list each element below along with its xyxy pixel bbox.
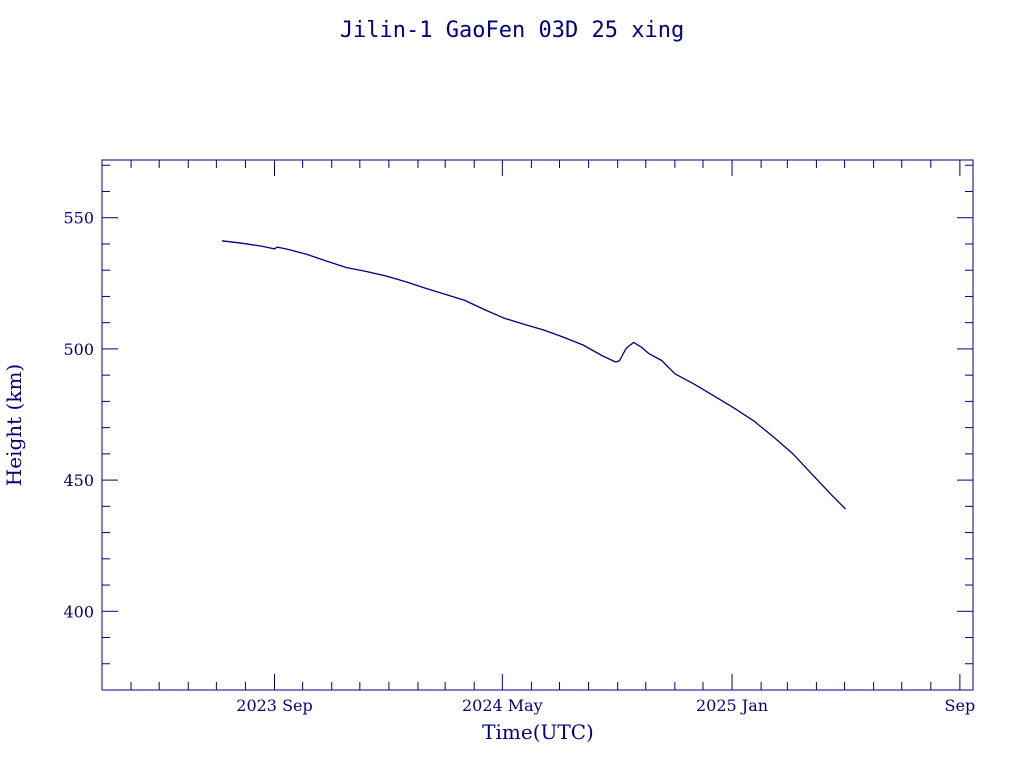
y-tick-label: 400: [63, 602, 94, 621]
height-series-line: [221, 240, 846, 510]
y-tick-label: 500: [63, 340, 94, 359]
x-tick-label: Sep: [945, 696, 976, 715]
axis-ticks: [102, 160, 973, 690]
axis-tick-labels: 400 450 500 550 2023 Sep 2024 May 2025 Jan Sep: [63, 209, 975, 715]
x-tick-label: 2023 Sep: [236, 696, 312, 715]
plot-frame: [101, 159, 974, 691]
y-tick-label: 550: [63, 209, 94, 228]
x-axis-label: Time(UTC): [482, 720, 594, 744]
y-tick-label: 450: [63, 471, 94, 490]
y-axis-label: Height (km): [2, 364, 26, 486]
chart-title: Jilin-1 GaoFen 03D 25 xing: [340, 18, 684, 43]
x-tick-label: 2025 Jan: [696, 696, 768, 715]
x-tick-label: 2024 May: [462, 696, 543, 715]
